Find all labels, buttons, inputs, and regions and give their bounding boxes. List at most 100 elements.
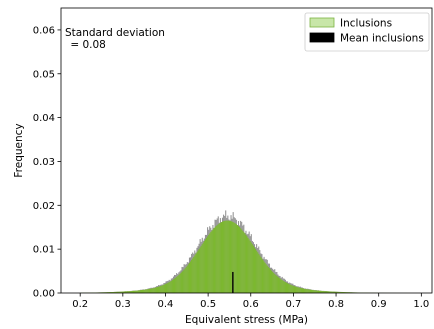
histogram-bar [108,292,111,293]
histogram-bar [189,261,192,293]
histogram-bar [309,289,311,293]
histogram-bar [324,291,326,293]
histogram-bar [333,291,335,293]
y-axis-ticks: 0.00 0.01 0.02 0.03 0.04 0.05 0.06 [33,25,61,300]
histogram-bar [284,282,286,293]
histogram-bar [317,290,319,293]
x-axis-label: Equivalent stress (MPa) [185,314,308,326]
histogram-bar [128,291,130,293]
y-tick-label: 0.04 [33,113,55,124]
histogram-bar [195,253,197,293]
histogram-bar [114,291,116,293]
histogram-bar [184,268,186,293]
histogram-bar [321,290,323,293]
histogram-bar [315,290,317,293]
legend: Inclusions Mean inclusions [304,12,430,52]
histogram-bar [175,277,177,293]
histogram-bar [233,222,235,293]
histogram-bar [167,282,169,293]
histogram-bar [250,242,252,293]
histogram-bar [147,289,149,293]
histogram-bar [210,232,212,293]
histogram-bar [113,291,115,293]
histogram-bar [332,291,334,293]
histogram-bar [199,247,201,293]
y-tick-label: 0.00 [33,289,55,300]
histogram-bar [304,288,306,293]
histogram-bar [122,291,124,293]
histogram-bar [251,244,253,293]
histogram-bar [306,289,308,293]
histogram-bar [326,291,328,293]
histogram-bar [291,285,293,293]
histogram-bar [225,220,227,293]
histogram-bar [239,227,241,293]
histogram-bar [191,259,193,293]
histogram-bar [263,261,265,293]
histogram-bar [266,265,268,293]
histogram-bar [241,229,243,293]
x-tick-label: 0.3 [115,299,131,310]
histogram-bar [328,291,330,293]
histogram-bar [198,249,200,293]
histogram-bar [168,282,170,293]
histogram-bar [235,224,237,293]
y-tick-label: 0.06 [33,25,55,36]
histogram-bar [215,226,217,293]
histogram-bar [246,236,248,293]
histogram-bar [278,277,280,293]
histogram-bar [153,287,155,293]
histogram-bar [226,220,228,293]
histogram-bar [200,245,202,293]
histogram-bar [253,247,256,293]
histogram-bar [245,234,247,293]
histogram-bar [166,283,168,293]
histogram-bar [163,284,165,293]
histogram-bar [293,286,295,293]
histogram-bar [300,288,302,293]
histogram-bar [204,239,206,293]
histogram-bar [329,291,331,293]
histogram-bar [318,290,321,293]
histogram-bar [182,270,184,293]
histogram-bar [171,280,173,293]
histogram-bar [110,292,112,293]
histogram-bar [118,291,120,293]
histogram-bar [234,223,236,293]
histogram-bar [303,288,305,293]
histogram-bar [230,221,232,293]
histogram-bar [121,291,123,293]
histogram-bar [268,268,270,293]
histogram-bar [144,289,146,293]
histogram-bar [135,290,137,293]
histogram-bar [203,240,205,293]
histogram-bar [283,281,285,293]
histogram-bar [151,288,153,293]
histogram-bar [334,291,337,293]
histogram-bar [124,291,127,293]
histogram-bar [209,233,211,293]
histogram-bar [231,221,233,293]
histogram-bar [292,285,294,293]
histogram-bar [340,291,342,293]
y-tick-label: 0.05 [33,69,55,80]
histogram-bar [256,250,258,293]
histogram-bar [269,269,272,293]
histogram-bar [197,250,199,293]
histogram-bar [336,291,338,293]
x-tick-label: 0.8 [328,299,344,310]
histogram-bar [287,283,289,293]
histogram-bar [339,291,341,293]
histogram-bar [344,292,346,293]
histogram-bar [281,280,283,293]
histogram-bar [201,244,203,293]
histogram-bar [188,262,190,293]
std-annotation-line2: = 0.08 [67,39,106,51]
histogram-bar [162,285,164,293]
histogram-bar [193,256,195,293]
std-annotation-line1: Standard deviation [65,27,165,39]
histogram-bar [244,233,246,293]
histogram-bar [192,258,194,293]
histogram-bar [185,266,187,293]
